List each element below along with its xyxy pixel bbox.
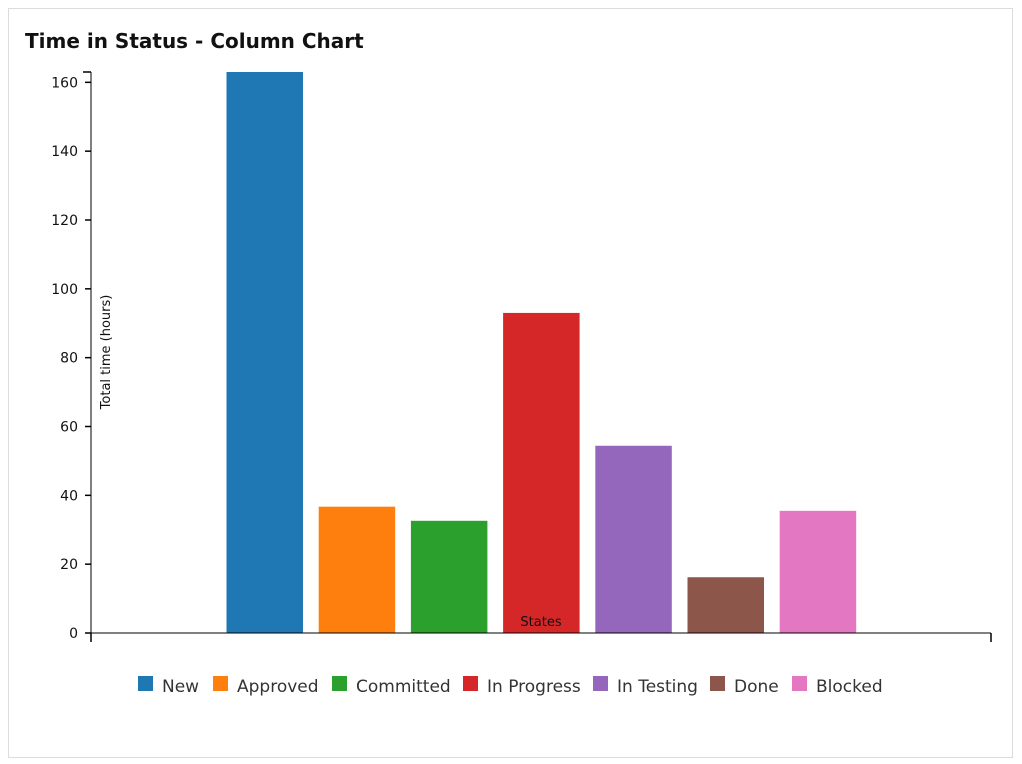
bar-done bbox=[687, 577, 764, 633]
legend-swatch bbox=[213, 676, 228, 691]
y-tick-label: 120 bbox=[51, 213, 78, 229]
y-tick-label: 0 bbox=[69, 626, 78, 642]
bars-group bbox=[226, 72, 857, 633]
legend-label: Approved bbox=[237, 677, 319, 697]
y-tick-label: 40 bbox=[60, 488, 78, 504]
legend-swatch bbox=[463, 676, 478, 691]
bar-approved bbox=[318, 506, 396, 633]
bar-blocked bbox=[779, 510, 857, 633]
y-tick-label: 160 bbox=[51, 75, 78, 91]
legend-swatch bbox=[593, 676, 608, 691]
y-tick-label: 60 bbox=[60, 419, 78, 435]
x-axis bbox=[90, 632, 992, 642]
y-axis-title: Total time (hours) bbox=[99, 295, 114, 411]
y-tick-label: 20 bbox=[60, 557, 78, 573]
bar-new bbox=[226, 72, 303, 633]
y-tick-label: 80 bbox=[60, 351, 78, 367]
legend-swatch bbox=[792, 676, 807, 691]
y-tick-label: 140 bbox=[51, 144, 78, 160]
y-axis: 0 20 40 60 80 100 120 140 160 bbox=[51, 71, 92, 642]
bar-in-testing bbox=[595, 445, 672, 633]
legend-label: New bbox=[162, 677, 199, 697]
legend-swatch bbox=[332, 676, 347, 691]
legend-label: Blocked bbox=[816, 677, 883, 697]
legend-swatch bbox=[710, 676, 725, 691]
legend-label: Committed bbox=[356, 677, 451, 697]
legend: New Approved Committed In Progress In Testin… bbox=[138, 676, 883, 697]
legend-label: Done bbox=[734, 677, 779, 697]
chart-title: Time in Status - Column Chart bbox=[25, 29, 364, 53]
bar-committed bbox=[410, 520, 488, 633]
bar-in-progress bbox=[503, 312, 580, 633]
legend-label: In Testing bbox=[617, 677, 698, 697]
y-tick-label: 100 bbox=[51, 282, 78, 298]
x-axis-title: States bbox=[520, 615, 561, 630]
legend-label: In Progress bbox=[487, 677, 581, 697]
legend-swatch bbox=[138, 676, 153, 691]
